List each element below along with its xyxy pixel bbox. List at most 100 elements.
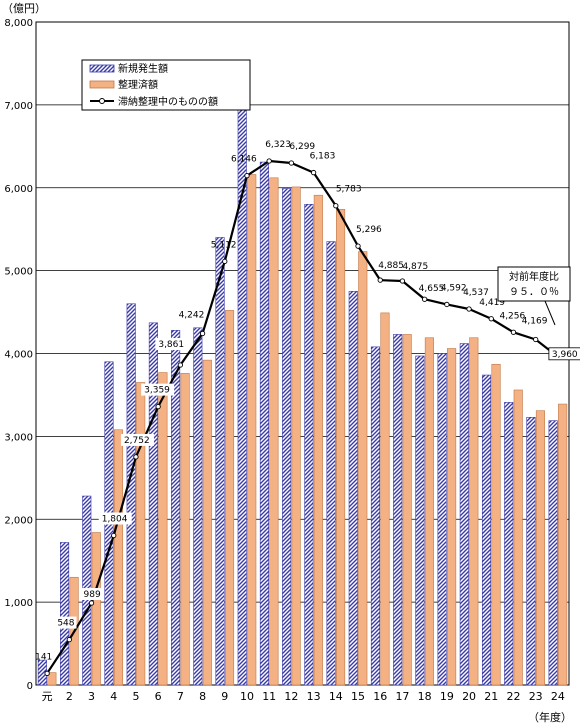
data-label: 989: [84, 590, 101, 600]
bar-settled: [247, 174, 257, 686]
data-label: 6,323: [265, 140, 291, 150]
data-label-box: [155, 338, 189, 351]
bar-new-occurrence: [237, 83, 247, 686]
x-tick-label: 元: [42, 690, 53, 703]
bar-new-occurrence: [193, 327, 203, 686]
bar-settled: [424, 337, 434, 686]
bar-new-occurrence: [437, 353, 447, 686]
y-tick-label: 0: [27, 681, 33, 692]
bar-new-occurrence: [459, 343, 469, 686]
bar-settled: [402, 334, 412, 686]
bar-new-occurrence: [481, 374, 492, 686]
bar-settled: [224, 310, 235, 686]
data-label: 3,359: [144, 386, 170, 396]
line-point: [533, 336, 539, 343]
data-label: 5,783: [336, 185, 362, 195]
data-label: 6,299: [289, 142, 315, 152]
remaining-line-series: 141 548 989 1,804 2,752 3,359 3,861 4,242 5,112 6…: [35, 140, 580, 676]
data-label: 4,592: [441, 283, 467, 293]
x-tick-label: 8: [199, 690, 206, 703]
bar-new-occurrence: [393, 334, 403, 686]
y-tick-label: 1,000: [4, 598, 33, 609]
x-tick-label: 22: [506, 690, 520, 703]
x-tick-label: 15: [351, 690, 365, 703]
line-point: [466, 306, 472, 312]
bar-settled: [358, 251, 368, 686]
y-tick-label: 8,000: [4, 18, 33, 29]
line-remaining: [46, 159, 559, 674]
bar-new-occurrence: [282, 188, 292, 686]
line-point: [510, 329, 517, 335]
bar-settled: [313, 194, 323, 686]
x-tick-label: 10: [240, 690, 254, 703]
data-label: 5,112: [211, 240, 237, 250]
data-label: 6,146: [231, 155, 257, 165]
bar-settled: [291, 186, 301, 686]
bar-new-occurrence: [348, 291, 358, 686]
x-tick-label: 12: [284, 690, 298, 703]
data-label: 4,419: [479, 298, 505, 308]
bar-new-occurrence: [60, 542, 70, 686]
data-label-box: [141, 383, 175, 396]
y-unit-label: （億円）: [2, 2, 46, 15]
bar-new-occurrence: [526, 417, 536, 686]
x-tick-label: 11: [262, 690, 276, 703]
bar-settled: [535, 410, 545, 686]
y-tick-label: 5,000: [4, 267, 33, 278]
bars: [37, 83, 568, 686]
line-point: [133, 454, 139, 460]
x-tick-label: 17: [395, 690, 409, 703]
callout-box: [497, 266, 571, 302]
y-tick-label: 3,000: [4, 432, 33, 443]
legend-label-new: 新規発生額: [118, 62, 168, 75]
data-label: 4,242: [179, 310, 205, 320]
x-tick-label: 20: [462, 690, 476, 703]
data-label: 548: [57, 619, 74, 629]
y-tick-label: 4,000: [4, 350, 33, 361]
x-tick-label: 19: [440, 690, 454, 703]
bar-settled: [158, 372, 168, 686]
bar-settled: [469, 337, 479, 686]
line-point: [288, 160, 295, 166]
yoy-callout: 対前年度比 ９５．０％: [497, 266, 571, 326]
bar-new-occurrence: [326, 241, 336, 686]
bar-settled: [336, 208, 346, 686]
line-point: [177, 362, 184, 368]
data-label-box: [120, 433, 154, 446]
x-tick-label: 16: [373, 690, 387, 703]
x-tick-label: 9: [221, 690, 228, 703]
x-tick-labels: 元 2 3 4 5 6 7 8 9 10 11 12 13 14 15 16 17 18 19 20 21 22 23 24: [42, 690, 565, 703]
data-label: 2,752: [124, 436, 150, 446]
line-point: [488, 316, 494, 322]
bar-new-occurrence: [370, 346, 381, 686]
bar-settled: [180, 373, 190, 686]
bar-new-occurrence: [259, 161, 269, 686]
line-point: [111, 532, 117, 539]
callout-line1: 対前年度比: [509, 270, 559, 283]
data-label: 5,296: [356, 225, 382, 235]
line-point: [444, 301, 450, 308]
legend-swatch-new: [89, 64, 115, 73]
bar-settled: [91, 532, 101, 686]
legend: 新規発生額 整理済額 滞納整理中のものの額: [81, 59, 251, 111]
line-point: [155, 403, 161, 410]
line-point: [310, 169, 317, 176]
data-label: 4,256: [499, 311, 525, 321]
data-label-box: [80, 588, 103, 601]
x-tick-label: 24: [551, 690, 565, 703]
line-point: [222, 258, 228, 264]
legend-label-settled: 整理済額: [118, 78, 158, 91]
line-point: [377, 277, 383, 283]
line-point: [421, 296, 428, 302]
legend-label-remaining: 滞納整理中のものの額: [118, 95, 218, 108]
line-point: [399, 278, 406, 284]
y-tick-label: 2,000: [4, 515, 33, 526]
data-label: 4,655: [419, 284, 445, 294]
bar-new-occurrence: [148, 322, 158, 686]
x-tick-label: 3: [88, 690, 95, 703]
data-label-box: [98, 512, 132, 525]
bar-new-occurrence: [171, 329, 181, 686]
y-tick-label: 7,000: [4, 101, 33, 112]
x-tick-label: 6: [155, 690, 162, 703]
line-point: [199, 330, 206, 337]
